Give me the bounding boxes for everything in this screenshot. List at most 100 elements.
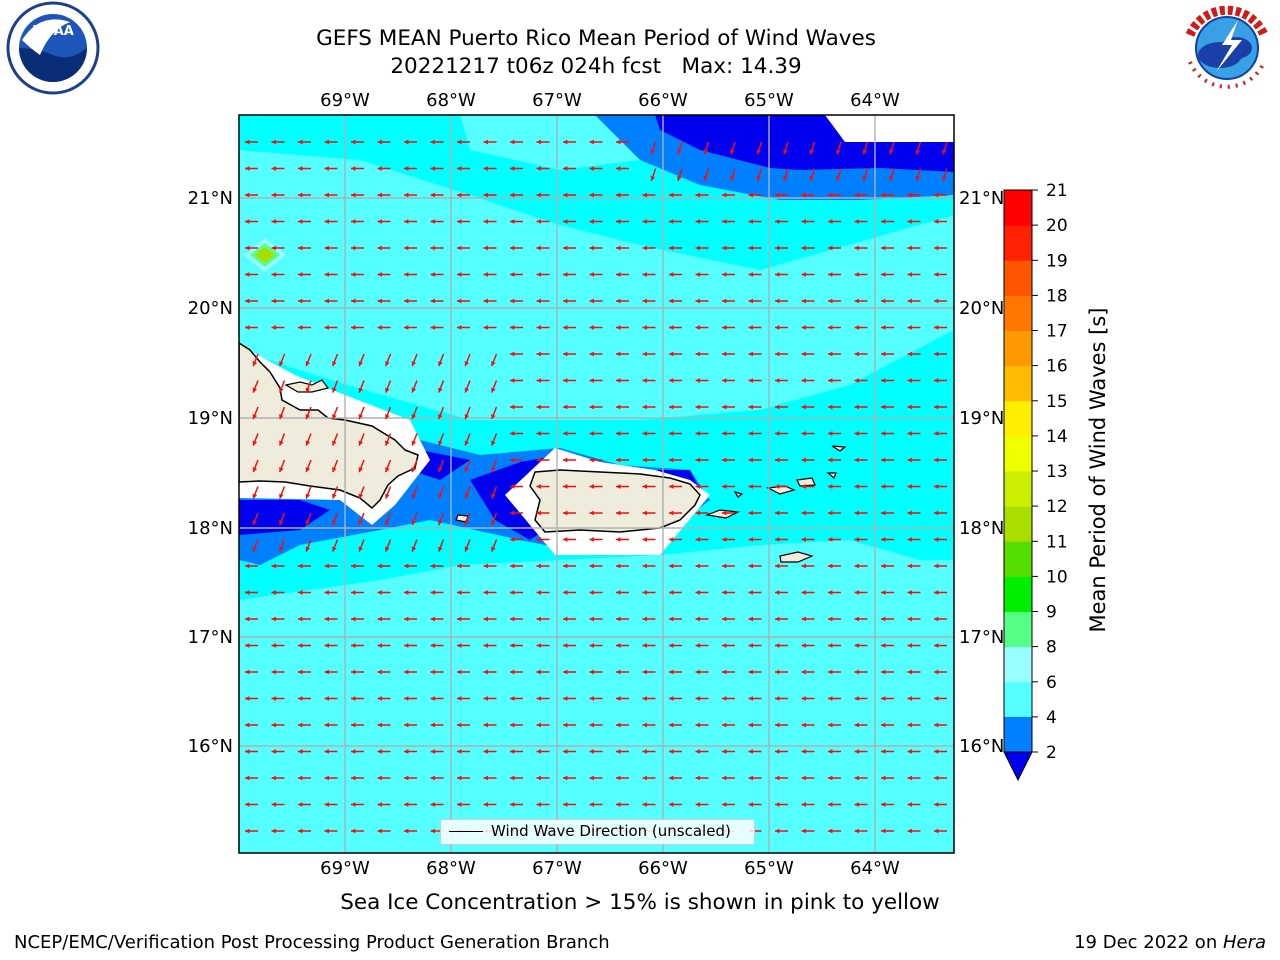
wave-arrow-head bbox=[934, 749, 939, 754]
wave-arrow-head bbox=[536, 643, 541, 648]
wave-arrow-head bbox=[510, 272, 515, 277]
wave-arrow-head bbox=[411, 387, 417, 393]
wave-arrow-head bbox=[358, 440, 364, 446]
wave-arrow-head bbox=[324, 696, 329, 701]
wave-arrow-head bbox=[801, 245, 806, 251]
wave-arrow-head bbox=[332, 387, 337, 393]
wave-arrow-head bbox=[616, 245, 621, 251]
wave-arrow-head bbox=[589, 192, 594, 198]
wave-arrow-head bbox=[483, 139, 488, 145]
wave-arrow-head bbox=[836, 175, 841, 181]
wave-arrow-head bbox=[245, 325, 250, 330]
wave-arrow-head bbox=[722, 351, 727, 357]
wave-arrow-head bbox=[464, 467, 470, 473]
wave-arrow-head bbox=[722, 722, 727, 728]
wave-arrow-head bbox=[483, 669, 488, 675]
wave-arrow-head bbox=[854, 537, 859, 542]
wave-arrow-head bbox=[828, 722, 833, 728]
wave-arrow-head bbox=[695, 643, 700, 648]
wave-arrow-head bbox=[775, 219, 780, 224]
wave-arrow-head bbox=[722, 563, 727, 569]
wave-arrow-head bbox=[907, 722, 912, 728]
wave-arrow-head bbox=[881, 245, 886, 251]
lat-tick-right: 16°N bbox=[959, 736, 1004, 757]
wave-arrow-head bbox=[695, 696, 700, 701]
wave-arrow-head bbox=[748, 775, 753, 781]
wave-arrow-head bbox=[536, 749, 541, 754]
wave-arrow-head bbox=[430, 563, 435, 569]
lat-tick-right: 21°N bbox=[959, 188, 1004, 209]
wave-arrow-head bbox=[324, 749, 329, 754]
wave-arrow-head bbox=[483, 722, 488, 728]
wave-arrow-head bbox=[305, 493, 311, 499]
wave-arrow-head bbox=[589, 272, 594, 277]
wave-arrow-head bbox=[642, 325, 647, 330]
wave-arrow-head bbox=[907, 245, 912, 251]
wave-arrow-head bbox=[305, 361, 311, 367]
wave-arrow-head bbox=[748, 563, 753, 569]
wave-arrow-head bbox=[536, 616, 541, 622]
wave-arrow-head bbox=[589, 219, 594, 224]
wave-arrow-head bbox=[279, 361, 284, 367]
wave-arrow-head bbox=[377, 802, 382, 807]
wave-arrow-head bbox=[934, 192, 939, 198]
wave-arrow-head bbox=[351, 139, 356, 145]
lon-tick-bottom: 65°W bbox=[744, 858, 794, 879]
wave-arrow-head bbox=[457, 749, 462, 754]
wave-arrow-head bbox=[801, 298, 806, 304]
wave-arrow-head bbox=[271, 669, 276, 675]
colorbar-tick-label: 2 bbox=[1046, 743, 1057, 763]
wave-arrow-head bbox=[669, 749, 674, 754]
wave-arrow-head bbox=[748, 616, 753, 622]
wave-arrow-head bbox=[483, 749, 488, 754]
wave-arrow-head bbox=[358, 520, 364, 526]
wave-arrow-head bbox=[828, 192, 833, 198]
wave-arrow-head bbox=[404, 325, 409, 330]
wave-arrow-head bbox=[491, 520, 496, 526]
wave-arrow-head bbox=[438, 520, 443, 526]
colorbar-tick-label: 9 bbox=[1046, 603, 1057, 623]
wave-arrow-head bbox=[881, 219, 886, 224]
wave-arrow-head bbox=[854, 298, 859, 304]
wave-arrow-head bbox=[881, 457, 886, 463]
wave-arrow-head bbox=[695, 219, 700, 224]
wave-arrow-head bbox=[404, 272, 409, 277]
nws-logo bbox=[1181, 2, 1273, 94]
wave-arrow-head bbox=[411, 493, 417, 499]
noaa-logo: NOAA bbox=[6, 1, 100, 95]
wave-arrow-head bbox=[907, 457, 912, 463]
wave-arrow-head bbox=[377, 563, 382, 569]
wave-arrow-head bbox=[491, 361, 496, 367]
wave-arrow-head bbox=[669, 669, 674, 675]
wave-arrow-head bbox=[854, 219, 859, 224]
lon-tick-bottom: 66°W bbox=[638, 858, 688, 879]
wave-arrow-head bbox=[351, 669, 356, 675]
wave-arrow-head bbox=[430, 722, 435, 728]
wave-arrow-head bbox=[510, 166, 515, 171]
wave-arrow-head bbox=[748, 457, 753, 463]
wave-arrow-head bbox=[775, 616, 780, 622]
wave-arrow-head bbox=[483, 775, 488, 781]
lon-tick-top: 65°W bbox=[744, 90, 794, 111]
wave-arrow-head bbox=[510, 510, 515, 516]
wave-arrow-head bbox=[775, 669, 780, 675]
wave-arrow-head bbox=[589, 457, 594, 463]
wave-arrow-head bbox=[748, 696, 753, 701]
wave-arrow-head bbox=[934, 484, 939, 489]
wave-arrow-head bbox=[245, 166, 250, 171]
wave-arrow-head bbox=[934, 325, 939, 330]
wave-arrow-head bbox=[298, 643, 303, 648]
wave-arrow-head bbox=[722, 192, 727, 198]
wave-arrow-head bbox=[695, 404, 700, 410]
wave-arrow-head bbox=[695, 775, 700, 781]
colorbar-bin bbox=[1004, 190, 1032, 226]
wave-arrow-head bbox=[385, 414, 390, 420]
wave-arrow-head bbox=[324, 219, 329, 224]
wave-arrow-head bbox=[589, 669, 594, 675]
wave-arrow-head bbox=[563, 431, 568, 436]
wave-arrow-head bbox=[252, 440, 258, 446]
wave-arrow-head bbox=[907, 696, 912, 701]
wave-arrow-head bbox=[907, 192, 912, 198]
wave-arrow-head bbox=[510, 802, 515, 807]
wave-arrow-head bbox=[801, 219, 806, 224]
